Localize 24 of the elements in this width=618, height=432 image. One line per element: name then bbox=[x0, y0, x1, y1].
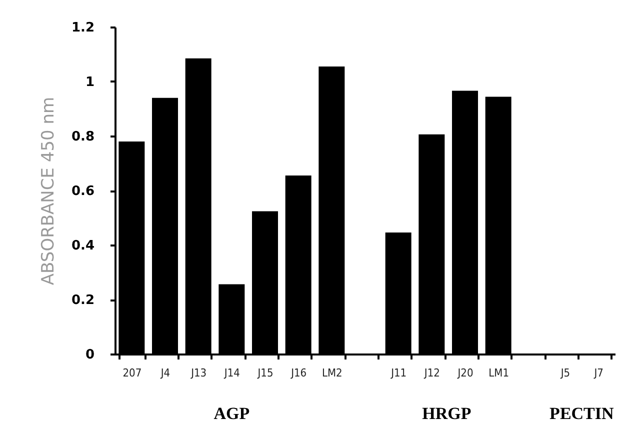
text: AGP bbox=[214, 404, 250, 423]
x-tick-label: J7 bbox=[593, 366, 604, 380]
y-tick-label: 1 bbox=[85, 75, 94, 90]
x-tick-label: J13 bbox=[190, 366, 207, 380]
x-tick-label: J14 bbox=[223, 366, 240, 380]
x-tick-label: 207 bbox=[122, 366, 142, 380]
y-tick-label: 0.8 bbox=[71, 130, 94, 144]
y-tick-label: 1.2 bbox=[71, 20, 94, 36]
x-tick-label: J20 bbox=[456, 366, 474, 380]
y-tick-label: 0.2 bbox=[71, 293, 94, 308]
x-tick-label: LM2 bbox=[322, 366, 342, 380]
text: HRGP bbox=[422, 404, 472, 423]
x-tick-label: J11 bbox=[390, 366, 407, 380]
x-tick-label: J16 bbox=[290, 366, 307, 380]
text: PECTIN bbox=[550, 404, 615, 423]
y-axis-title: ABSORBANCE 450 nm bbox=[38, 96, 58, 286]
y-tick-label: 0.6 bbox=[71, 184, 94, 199]
x-tick-label: J12 bbox=[423, 366, 440, 380]
x-tick-label: J5 bbox=[560, 366, 570, 380]
x-tick-label: J15 bbox=[256, 366, 274, 380]
x-tick-label: J4 bbox=[160, 366, 170, 380]
y-tick-label: 0 bbox=[85, 348, 94, 362]
y-tick-label: 0.4 bbox=[71, 238, 94, 254]
x-tick-label: LM1 bbox=[488, 366, 510, 380]
